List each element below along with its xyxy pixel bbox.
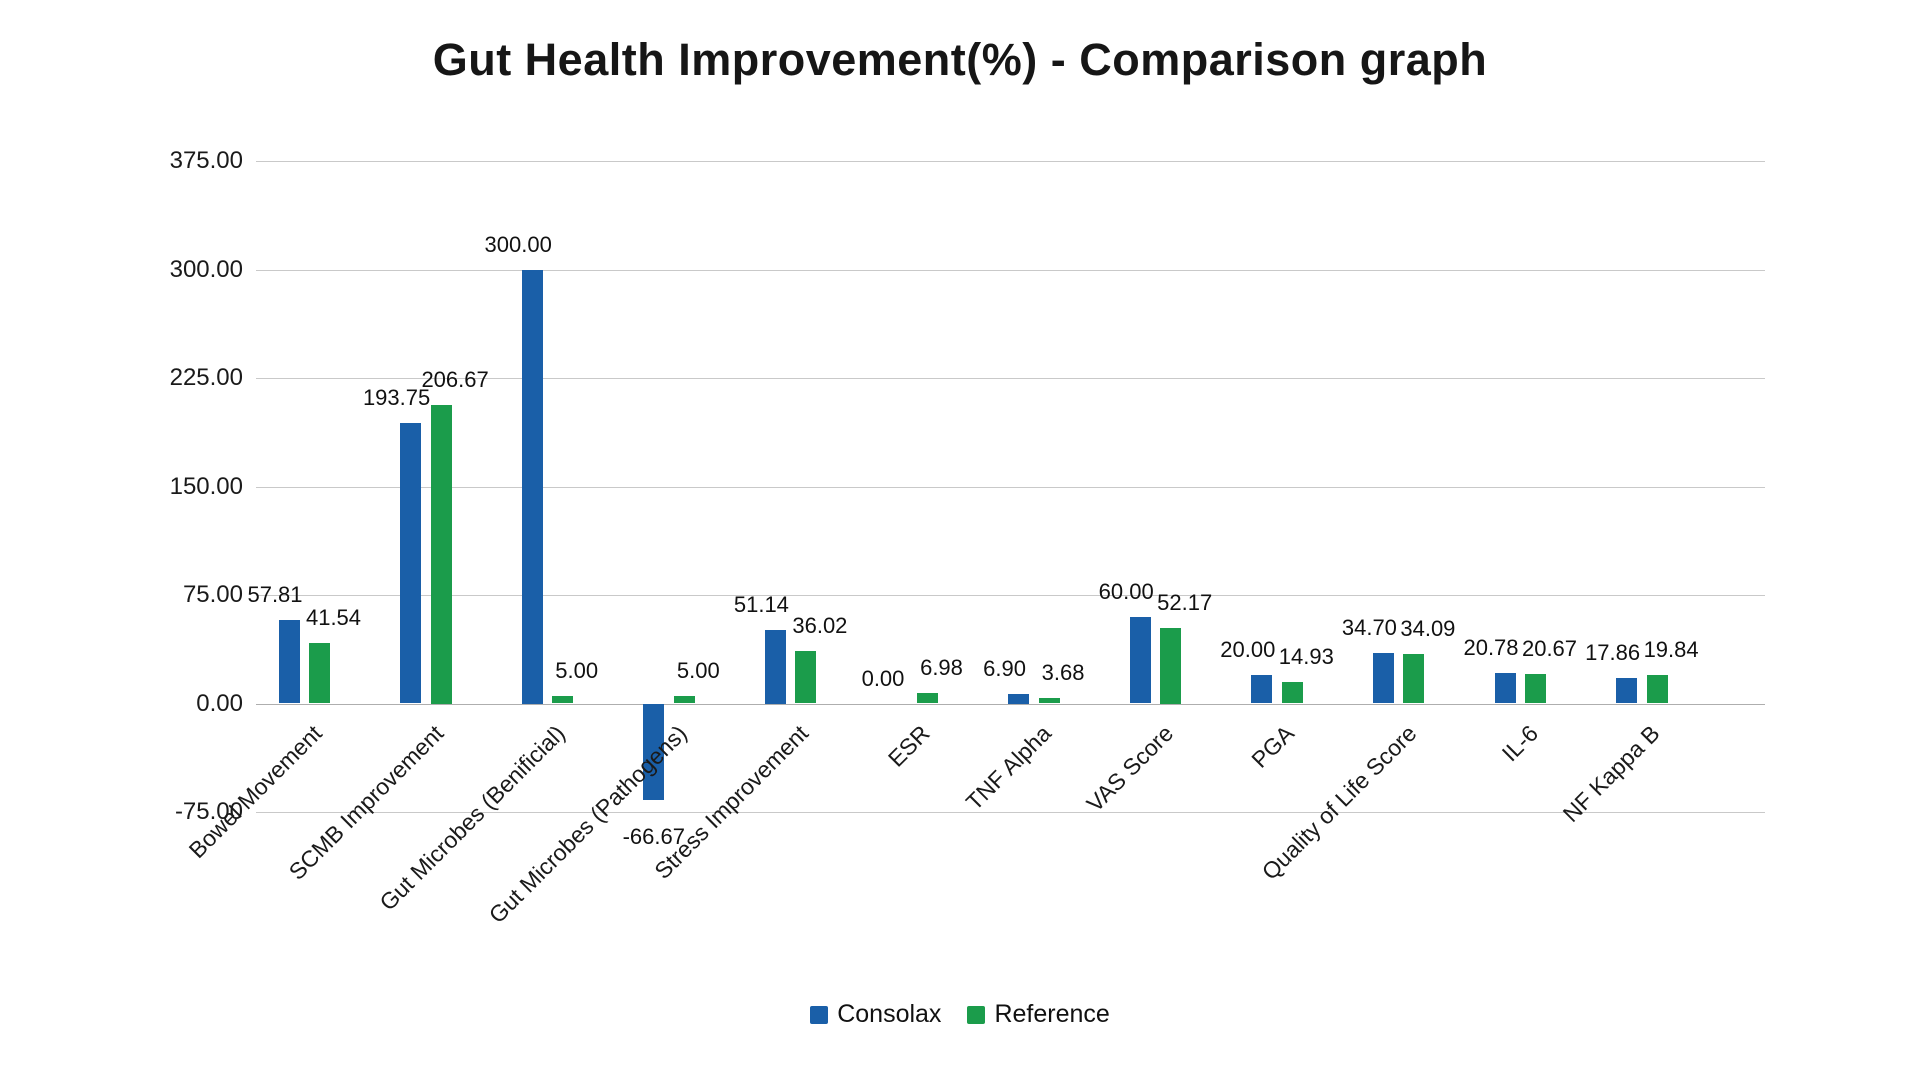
bar-reference-tnf-alpha [1038, 698, 1060, 704]
gridline-375 [256, 161, 1765, 162]
consolax-swatch-icon [810, 1005, 829, 1024]
bar-consolax-bowel-movement [278, 619, 300, 704]
legend-item-consolax: Consolax [810, 1000, 941, 1029]
value-label-consolax-esr: 0.00 [861, 665, 905, 691]
value-label-reference-gut-microbes-benificial: 5.00 [555, 658, 599, 684]
legend: Consolax Reference [0, 1000, 1920, 1029]
bar-consolax-scmb-improvement [400, 423, 422, 704]
value-label-consolax-nf-kappa-b: 17.86 [1585, 639, 1641, 665]
value-label-reference-tnf-alpha: 3.68 [1041, 660, 1085, 686]
bar-consolax-gut-microbes-pathogens [643, 703, 665, 800]
bar-reference-stress-improvement [795, 651, 817, 704]
value-label-reference-stress-improvement: 36.02 [792, 613, 848, 639]
gridline-300 [256, 269, 1765, 271]
value-label-reference-nf-kappa-b: 19.84 [1643, 636, 1699, 662]
value-label-reference-il-6: 20.67 [1521, 635, 1578, 661]
x-tick-label-bowel-movement: Bowel Movement [183, 720, 327, 864]
value-label-reference-pga: 14.93 [1278, 643, 1334, 669]
legend-label-reference: Reference [994, 1000, 1110, 1028]
y-tick-label-375: 375.00 [169, 147, 243, 174]
bar-consolax-quality-of-life-score [1372, 653, 1394, 704]
gridline-150 [256, 486, 1765, 488]
bar-reference-esr [917, 693, 938, 704]
value-label-reference-scmb-improvement: 206.67 [421, 366, 489, 392]
y-tick-label-225: 225.00 [169, 364, 243, 391]
value-label-consolax-pga: 20.00 [1220, 636, 1276, 662]
value-label-consolax-il-6: 20.78 [1463, 635, 1519, 661]
y-tick-label-300: 300.00 [169, 255, 243, 283]
gridline-75 [256, 595, 1765, 596]
bar-consolax-nf-kappa-b [1616, 677, 1638, 704]
bar-reference-vas-score [1160, 628, 1182, 704]
value-label-consolax-tnf-alpha: 6.90 [983, 655, 1026, 681]
x-tick-label-esr: ESR [882, 720, 935, 772]
value-label-consolax-bowel-movement: 57.81 [247, 581, 303, 607]
chart-title: Gut Health Improvement(%) - Comparison g… [432, 34, 1488, 85]
bar-consolax-stress-improvement [764, 629, 786, 704]
y-tick-label-75: 75.00 [182, 581, 243, 608]
x-tick-label-il-6: IL-6 [1496, 720, 1543, 767]
y-tick-label-150: 150.00 [169, 472, 243, 500]
x-tick-label-nf-kappa-b: NF Kappa B [1557, 720, 1665, 827]
reference-swatch-icon [967, 1005, 986, 1024]
gridline-225 [256, 378, 1765, 379]
x-tick-label-vas-score: VAS Score [1081, 720, 1178, 817]
value-label-reference-vas-score: 52.17 [1157, 590, 1213, 615]
legend-item-reference: Reference [967, 1000, 1110, 1029]
value-label-reference-quality-of-life-score: 34.09 [1400, 616, 1456, 642]
gridline-0 [256, 703, 1765, 705]
value-label-reference-gut-microbes-pathogens: 5.00 [676, 658, 720, 684]
value-label-consolax-stress-improvement: 51.14 [733, 591, 789, 617]
y-tick-label--75: -75.00 [174, 798, 243, 825]
bar-reference-nf-kappa-b [1646, 674, 1668, 704]
value-label-consolax-gut-microbes-pathogens: -66.67 [622, 823, 685, 849]
bar-consolax-pga [1251, 674, 1273, 704]
bar-reference-quality-of-life-score [1403, 654, 1425, 704]
bar-reference-gut-microbes-benificial [552, 696, 574, 704]
bar-reference-bowel-movement [309, 643, 330, 704]
bar-consolax-tnf-alpha [1008, 693, 1030, 704]
bar-reference-scmb-improvement [430, 404, 452, 704]
value-label-reference-bowel-movement: 41.54 [305, 605, 362, 631]
value-label-consolax-quality-of-life-score: 34.70 [1341, 615, 1397, 641]
legend-label-consolax: Consolax [837, 1000, 942, 1028]
value-label-consolax-scmb-improvement: 193.75 [362, 385, 431, 411]
gridline--75 [256, 812, 1765, 813]
value-label-consolax-vas-score: 60.00 [1098, 578, 1154, 604]
bar-consolax-il-6 [1494, 673, 1516, 704]
x-tick-label-pga: PGA [1246, 720, 1300, 773]
bar-reference-gut-microbes-pathogens [673, 696, 695, 704]
value-label-reference-esr: 6.98 [920, 655, 963, 681]
bar-consolax-vas-score [1129, 616, 1151, 704]
x-tick-label-tnf-alpha: TNF Alpha [960, 720, 1057, 816]
y-tick-label-0: 0.00 [196, 689, 243, 717]
bar-reference-il-6 [1525, 673, 1546, 704]
bar-consolax-gut-microbes-benificial [521, 269, 543, 704]
value-label-consolax-gut-microbes-benificial: 300.00 [484, 231, 552, 257]
bar-reference-pga [1281, 681, 1303, 704]
